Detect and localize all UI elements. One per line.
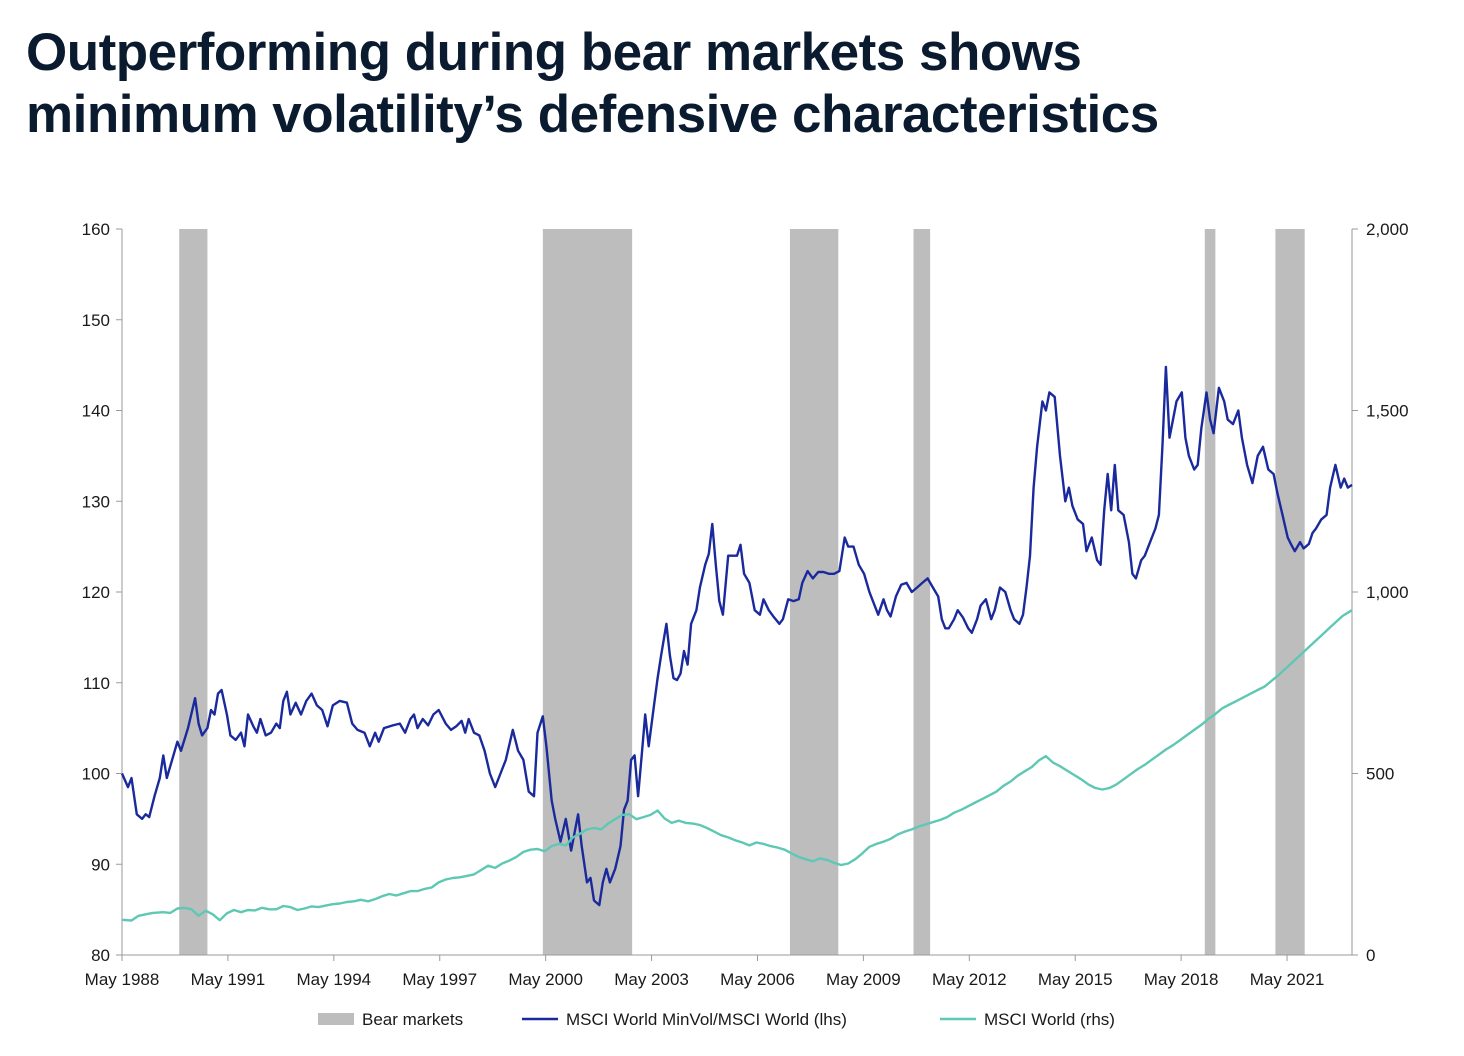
- left-tick-label-140: 140: [82, 402, 110, 421]
- right-tick-label-1,500: 1,500: [1366, 402, 1409, 421]
- chart-title: Outperforming during bear markets shows …: [26, 22, 1446, 146]
- bear-market-band-4: [913, 229, 931, 955]
- left-tick-label-130: 130: [82, 492, 110, 511]
- bear-market-band-1: [179, 229, 208, 955]
- legend-swatch-bear-markets: [318, 1013, 354, 1025]
- x-tick-label-May 1991: May 1991: [191, 970, 266, 989]
- right-tick-label-2,000: 2,000: [1366, 220, 1409, 239]
- left-tick-label-150: 150: [82, 311, 110, 330]
- x-tick-label-May 2000: May 2000: [508, 970, 583, 989]
- left-tick-label-90: 90: [91, 855, 110, 874]
- legend-label-2: MSCI World MinVol/MSCI World (lhs): [566, 1010, 847, 1029]
- x-tick-label-May 2006: May 2006: [720, 970, 795, 989]
- right-tick-label-1,000: 1,000: [1366, 583, 1409, 602]
- series-line-minvol-ratio: [120, 365, 1353, 907]
- x-tick-label-May 2003: May 2003: [614, 970, 689, 989]
- x-tick-label-May 1988: May 1988: [85, 970, 160, 989]
- chart-title-line-2: minimum volatility’s defensive character…: [26, 85, 1159, 144]
- bear-market-band-3: [789, 229, 839, 955]
- right-tick-label-0: 0: [1366, 946, 1375, 965]
- legend-label-3: MSCI World (rhs): [984, 1010, 1115, 1029]
- x-tick-label-May 2015: May 2015: [1038, 970, 1113, 989]
- x-tick-label-May 1997: May 1997: [402, 970, 477, 989]
- x-tick-label-May 2018: May 2018: [1144, 970, 1219, 989]
- bear-market-band-2: [542, 229, 633, 955]
- x-tick-label-May 2021: May 2021: [1250, 970, 1325, 989]
- right-tick-label-500: 500: [1366, 765, 1394, 784]
- left-tick-label-80: 80: [91, 946, 110, 965]
- x-tick-label-May 2009: May 2009: [826, 970, 901, 989]
- bear-market-band-5: [1204, 229, 1216, 955]
- x-tick-label-May 1994: May 1994: [296, 970, 371, 989]
- chart-title-line-1: Outperforming during bear markets shows: [26, 23, 1082, 82]
- legend-label-1: Bear markets: [362, 1010, 463, 1029]
- left-tick-label-120: 120: [82, 583, 110, 602]
- left-tick-label-100: 100: [82, 765, 110, 784]
- left-tick-label-160: 160: [82, 220, 110, 239]
- bear-market-band-6: [1275, 229, 1305, 955]
- left-tick-label-110: 110: [83, 674, 110, 693]
- series-line-msci-world: [121, 609, 1353, 922]
- x-tick-label-May 2012: May 2012: [932, 970, 1007, 989]
